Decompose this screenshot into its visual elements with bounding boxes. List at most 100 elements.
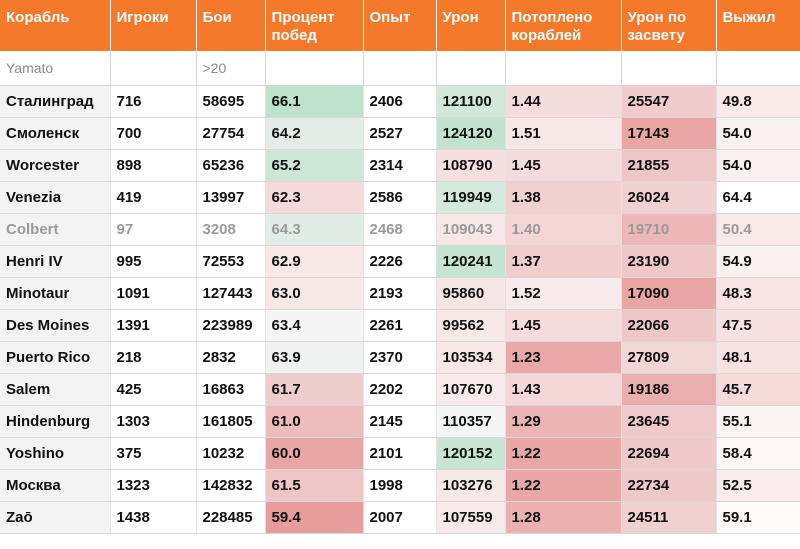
cell-damage: 107670: [436, 373, 506, 406]
cell-ships-sunk: 1.45: [505, 149, 622, 182]
filter-cell-survived: [716, 51, 800, 86]
cell-damage: 103276: [436, 469, 506, 502]
cell-battles: 65236: [196, 149, 266, 182]
cell-battles: 228485: [196, 501, 266, 534]
cell-experience: 2314: [363, 149, 437, 182]
table-row[interactable]: Minotaur 1091 127443 63.0 2193 95860 1.52 17090…: [0, 277, 800, 310]
cell-spotting-damage: 19710: [621, 213, 717, 246]
header-survived[interactable]: Выжил: [716, 0, 800, 51]
cell-experience: 2261: [363, 309, 437, 342]
cell-damage: 95860: [436, 277, 506, 310]
cell-ship: Salem: [0, 373, 111, 406]
cell-ships-sunk: 1.37: [505, 245, 622, 278]
cell-damage: 120241: [436, 245, 506, 278]
cell-ship: Zaō: [0, 501, 111, 534]
table-row[interactable]: Москва 1323 142832 61.5 1998 103276 1.22 22734 5…: [0, 469, 800, 502]
table-row[interactable]: Salem 425 16863 61.7 2202 107670 1.43 19186 45.7: [0, 373, 800, 406]
header-battles[interactable]: Бои: [196, 0, 266, 51]
header-damage[interactable]: Урон: [436, 0, 506, 51]
cell-win-rate: 63.9: [265, 341, 364, 374]
cell-survived: 49.8: [716, 85, 800, 118]
header-win-rate[interactable]: Процент побед: [265, 0, 364, 51]
cell-experience: 2468: [363, 213, 437, 246]
ship-stats-table: Корабль Игроки Бои Процент побед Опыт Ур…: [0, 0, 800, 534]
cell-experience: 2586: [363, 181, 437, 214]
header-players[interactable]: Игроки: [110, 0, 197, 51]
cell-survived: 47.5: [716, 309, 800, 342]
cell-spotting-damage: 22066: [621, 309, 717, 342]
table-row[interactable]: Worcester 898 65236 65.2 2314 108790 1.45 21855…: [0, 149, 800, 182]
cell-ships-sunk: 1.45: [505, 309, 622, 342]
cell-ships-sunk: 1.51: [505, 117, 622, 150]
header-ship[interactable]: Корабль: [0, 0, 111, 51]
cell-ships-sunk: 1.22: [505, 437, 622, 470]
cell-survived: 45.7: [716, 373, 800, 406]
cell-experience: 2406: [363, 85, 437, 118]
cell-damage: 109043: [436, 213, 506, 246]
cell-survived: 54.9: [716, 245, 800, 278]
cell-ship: Colbert: [0, 213, 111, 246]
table-row[interactable]: Des Moines 1391 223989 63.4 2261 99562 1.45 220…: [0, 309, 800, 342]
cell-survived: 64.4: [716, 181, 800, 214]
filter-damage-input[interactable]: [442, 59, 499, 76]
cell-ship: Minotaur: [0, 277, 111, 310]
filter-players-input[interactable]: [116, 59, 190, 76]
table-row[interactable]: Смоленск 700 27754 64.2 2527 124120 1.51 17143 5…: [0, 117, 800, 150]
cell-damage: 110357: [436, 405, 506, 438]
cell-battles: 3208: [196, 213, 266, 246]
filter-spotting-damage-input[interactable]: [627, 59, 710, 76]
cell-ship: Worcester: [0, 149, 111, 182]
cell-win-rate: 61.7: [265, 373, 364, 406]
cell-ships-sunk: 1.28: [505, 501, 622, 534]
cell-experience: 2193: [363, 277, 437, 310]
filter-battles-input[interactable]: [202, 59, 259, 76]
cell-damage: 120152: [436, 437, 506, 470]
table-row[interactable]: Yoshino 375 10232 60.0 2101 120152 1.22 22694 58…: [0, 437, 800, 470]
filter-survived-input[interactable]: [722, 59, 794, 76]
table-row[interactable]: Venezia 419 13997 62.3 2586 119949 1.38 26024 64…: [0, 181, 800, 214]
header-spotting-damage[interactable]: Урон по засвету: [621, 0, 717, 51]
header-row: Корабль Игроки Бои Процент побед Опыт Ур…: [0, 0, 800, 51]
filter-cell-spotting-damage: [621, 51, 717, 86]
cell-players: 97: [110, 213, 197, 246]
cell-spotting-damage: 19186: [621, 373, 717, 406]
cell-win-rate: 63.0: [265, 277, 364, 310]
cell-players: 898: [110, 149, 197, 182]
table-row[interactable]: Hindenburg 1303 161805 61.0 2145 110357 1.29 23…: [0, 405, 800, 438]
filter-win-rate-input[interactable]: [271, 59, 357, 76]
cell-spotting-damage: 27809: [621, 341, 717, 374]
filter-experience-input[interactable]: [369, 59, 430, 76]
table-row[interactable]: Сталинград 716 58695 66.1 2406 121100 1.44 2554…: [0, 85, 800, 118]
table-row[interactable]: Zaō 1438 228485 59.4 2007 107559 1.28 24511 59.1: [0, 501, 800, 534]
table-row[interactable]: Puerto Rico 218 2832 63.9 2370 103534 1.23 2780…: [0, 341, 800, 374]
cell-experience: 2101: [363, 437, 437, 470]
cell-win-rate: 61.0: [265, 405, 364, 438]
cell-damage: 107559: [436, 501, 506, 534]
cell-survived: 58.4: [716, 437, 800, 470]
filter-ship-input[interactable]: [6, 59, 104, 76]
cell-ship: Yoshino: [0, 437, 111, 470]
cell-ships-sunk: 1.43: [505, 373, 622, 406]
header-experience[interactable]: Опыт: [363, 0, 437, 51]
cell-ship: Смоленск: [0, 117, 111, 150]
cell-spotting-damage: 22694: [621, 437, 717, 470]
cell-players: 700: [110, 117, 197, 150]
filter-ships-sunk-input[interactable]: [511, 59, 615, 76]
cell-ships-sunk: 1.40: [505, 213, 622, 246]
cell-spotting-damage: 21855: [621, 149, 717, 182]
cell-survived: 55.1: [716, 405, 800, 438]
cell-ships-sunk: 1.23: [505, 341, 622, 374]
cell-battles: 223989: [196, 309, 266, 342]
cell-damage: 108790: [436, 149, 506, 182]
cell-ships-sunk: 1.44: [505, 85, 622, 118]
header-ships-sunk[interactable]: Потоплено кораблей: [505, 0, 622, 51]
cell-spotting-damage: 17090: [621, 277, 717, 310]
filter-cell-damage: [436, 51, 506, 86]
cell-survived: 54.0: [716, 149, 800, 182]
cell-ship: Venezia: [0, 181, 111, 214]
table-row[interactable]: Henri IV 995 72553 62.9 2226 120241 1.37 23190 5…: [0, 245, 800, 278]
cell-damage: 99562: [436, 309, 506, 342]
cell-spotting-damage: 17143: [621, 117, 717, 150]
cell-players: 716: [110, 85, 197, 118]
table-row[interactable]: Colbert 97 3208 64.3 2468 109043 1.40 19710 50.4: [0, 213, 800, 246]
